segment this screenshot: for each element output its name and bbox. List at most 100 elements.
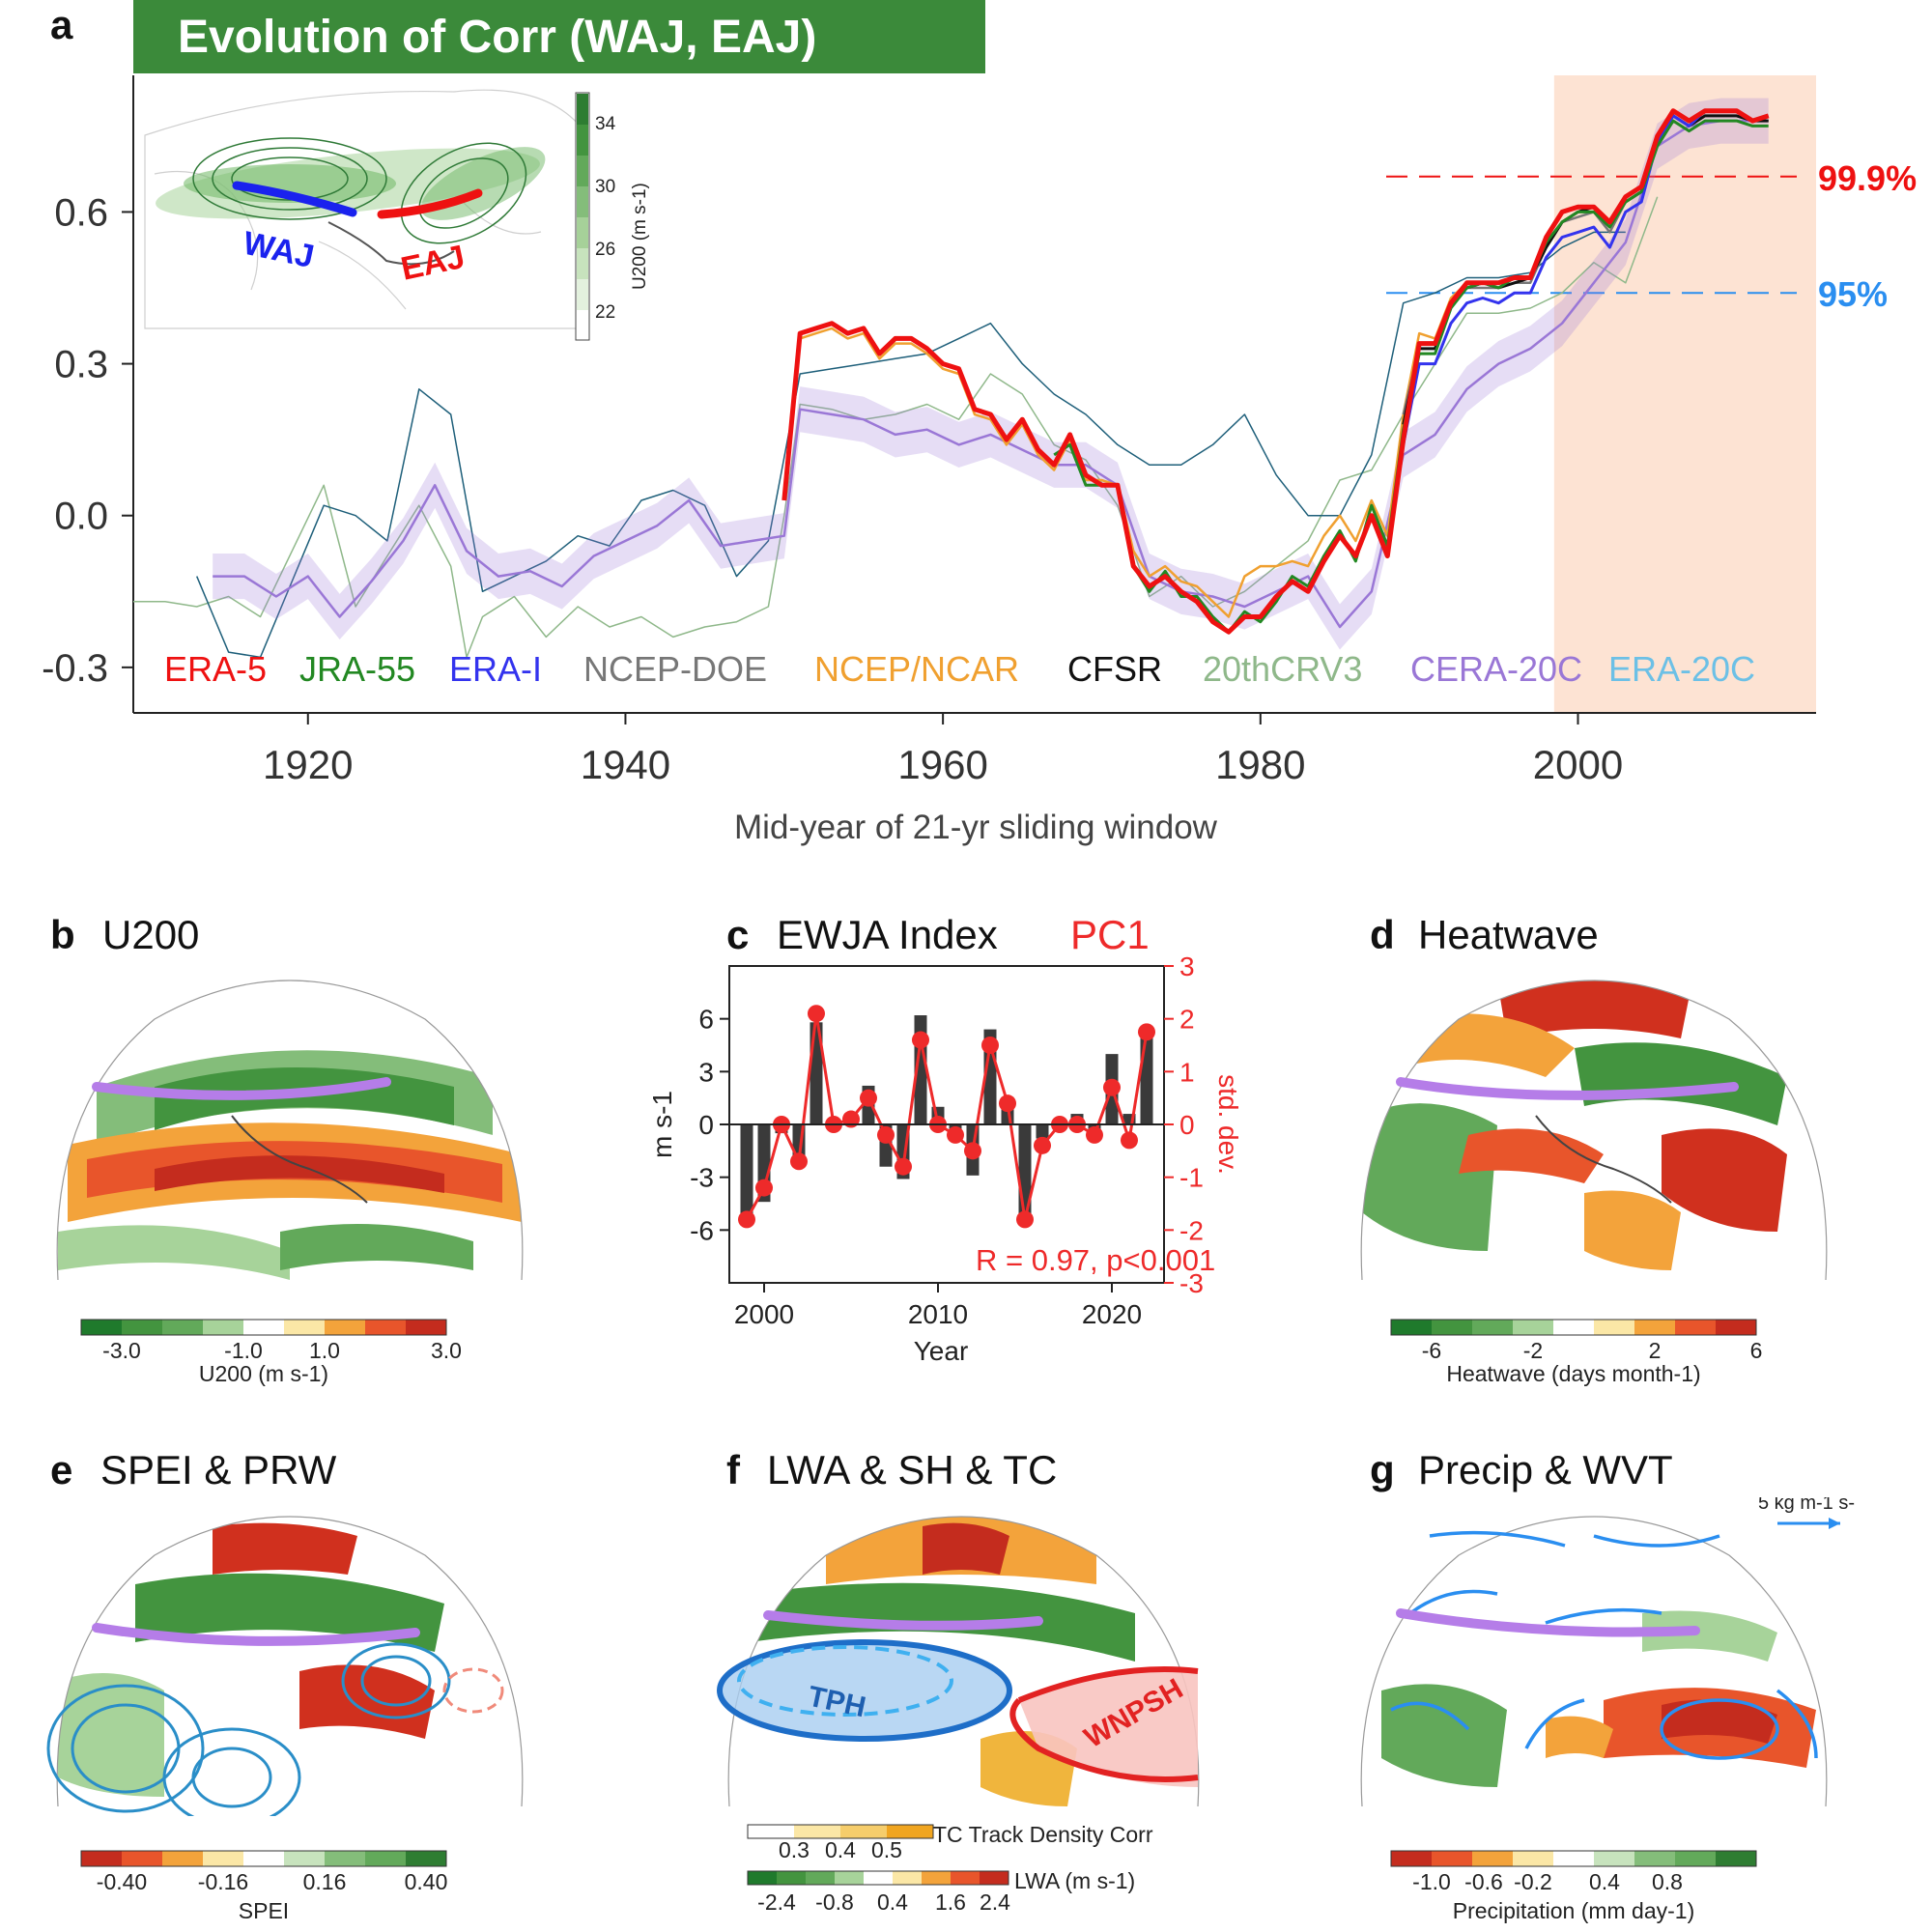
pc1-point [964, 1142, 981, 1160]
panel-c-chart: -6 -3 0 3 6 -3 -2 -1 0 1 2 3 2000 2010 2020 R = 0.97, … [647, 956, 1243, 1366]
panel-g-title: Precip & WVT [1418, 1447, 1673, 1492]
pc1-point [790, 1152, 808, 1171]
cb-tick: 0.8 [1652, 1869, 1683, 1894]
pc1-point [755, 1179, 773, 1197]
y-right-tick-label: 0 [1179, 1110, 1195, 1140]
bar [1036, 1124, 1049, 1139]
pc1-point [912, 1031, 929, 1049]
x-tick-label: 1960 [897, 742, 987, 787]
eaj-label: EAJ [398, 239, 469, 288]
panel-f-colorbars: 0.3 0.4 0.5 TC Track Density Corr -2.4 -… [747, 1822, 1153, 1915]
panel-f-map: TPH WNPSH [717, 1516, 1200, 1807]
cb-tick: -3.0 [102, 1338, 141, 1363]
eaj-line [377, 188, 483, 219]
panel-c-annotation: R = 0.97, p<0.001 [976, 1243, 1215, 1277]
panel-c-ylabel-right: std. dev. [1213, 1074, 1243, 1175]
significance-label: 95% [1818, 274, 1888, 314]
panel-e-title: SPEI & PRW [100, 1447, 337, 1492]
cb1-tick: 0.3 [779, 1837, 810, 1862]
y-right-tick-label: -1 [1179, 1163, 1204, 1193]
panel-c-letter: c [726, 912, 750, 957]
x-axis-label: Mid-year of 21-yr sliding window [734, 809, 1218, 846]
series-line [213, 119, 1769, 629]
pc1-point [1121, 1131, 1138, 1150]
bar [1122, 1114, 1136, 1124]
panel-b-map [56, 980, 524, 1290]
y-tick-label: 3 [698, 1057, 714, 1087]
pc1-point [808, 1005, 825, 1023]
significance-label: 99.9% [1818, 158, 1917, 198]
cb2-tick: 0.4 [877, 1889, 908, 1915]
cb-label: SPEI [239, 1898, 289, 1923]
panel-b-letter: b [50, 912, 75, 957]
cb-tick: -2 [1523, 1338, 1543, 1363]
pc1-point [981, 1037, 999, 1054]
series-line [781, 108, 1770, 635]
inset-cb-tick: 34 [595, 114, 616, 134]
panel-c-title2: PC1 [1070, 912, 1150, 957]
legend-entry: NCEP-DOE [583, 649, 767, 689]
vector-ref-label: 5 kg m-1 s-1 [1758, 1497, 1855, 1514]
pc1-line [745, 1012, 1149, 1221]
inset-cb-label: U200 (m s-1) [630, 183, 650, 290]
x-tick-label: 2000 [734, 1299, 794, 1329]
pc1-point [999, 1094, 1016, 1113]
x-tick-label: 1920 [263, 742, 353, 787]
panel-e-colorbar: -0.40 -0.16 0.16 0.40 SPEI [80, 1850, 447, 1923]
cb-tick: 1.0 [309, 1338, 340, 1363]
cb-tick: -6 [1422, 1338, 1441, 1363]
panel-e-letter: e [50, 1447, 73, 1492]
legend-entry: ERA-5 [164, 649, 267, 689]
x-tick-label: 2010 [908, 1299, 968, 1329]
cb-tick: 3.0 [431, 1338, 462, 1363]
panel-g-letter: g [1370, 1447, 1395, 1492]
cb-label: Precipitation (mm day-1) [1453, 1898, 1695, 1923]
cb-tick: -1.0 [1412, 1869, 1451, 1894]
pc1-point [1016, 1210, 1034, 1229]
legend-entry: CFSR [1067, 649, 1162, 689]
y-right-tick-label: -3 [1179, 1268, 1204, 1298]
pc1-point [895, 1157, 912, 1176]
panel-g-colorbar: -1.0 -0.6 -0.2 0.4 0.8 Precipitation (mm… [1390, 1850, 1757, 1923]
waj-label: WAJ [240, 225, 317, 275]
pc1-point [1138, 1023, 1155, 1041]
inset-cb-tick: 30 [595, 177, 615, 197]
cb-tick: -0.40 [97, 1869, 147, 1894]
legend-entry: NCEP/NCAR [814, 649, 1019, 689]
panel-a-chart: -0.3 0.0 0.3 0.6 1920 1940 1960 1980 2000 Mid-yea… [42, 75, 1917, 846]
cb-tick: 2 [1649, 1338, 1662, 1363]
cb2-tick: -2.4 [757, 1889, 796, 1915]
cb-tick: -0.16 [198, 1869, 248, 1894]
pc1-point [860, 1089, 877, 1107]
cb-tick: -0.6 [1464, 1869, 1503, 1894]
cb1-label: TC Track Density Corr [933, 1822, 1153, 1847]
cb-label: U200 (m s-1) [199, 1361, 328, 1386]
cb-label: Heatwave (days month-1) [1446, 1361, 1700, 1386]
jet-inset-map: WAJ EAJ 34 30 26 22 U200 (m s-1) [144, 89, 650, 341]
y-right-tick-label: 1 [1179, 1057, 1195, 1087]
y-tick-label: 0.6 [54, 191, 108, 234]
y-right-tick-label: 2 [1179, 1005, 1195, 1035]
cb1-tick: 0.4 [825, 1837, 856, 1862]
panel-b-colorbar: -3.0 -1.0 1.0 3.0 U200 (m s-1) [80, 1319, 462, 1386]
cb-tick: -0.2 [1514, 1869, 1552, 1894]
y-tick-label: -6 [690, 1215, 714, 1245]
cb2-tick: 2.4 [980, 1889, 1010, 1915]
pc1-point [1086, 1125, 1103, 1144]
y-tick-label: 0.0 [54, 496, 108, 538]
cb-tick: 6 [1750, 1338, 1763, 1363]
y-tick-label: -0.3 [42, 647, 108, 690]
panel-f-letter: f [726, 1447, 740, 1492]
legend-entry: ERA-20C [1608, 649, 1755, 689]
panel-a-letter: a [50, 2, 73, 47]
panel-b-title: U200 [102, 912, 200, 957]
panel-g-map: 5 kg m-1 s-1 [1360, 1497, 1855, 1807]
y-tick-label: 0.3 [54, 344, 108, 386]
y-tick-label: -3 [690, 1163, 714, 1193]
pc1-point [877, 1125, 895, 1144]
panel-c-ylabel: m s-1 [647, 1091, 677, 1158]
y-right-tick-label: 3 [1179, 956, 1195, 981]
panel-d-colorbar: -6 -2 2 6 Heatwave (days month-1) [1390, 1319, 1763, 1386]
y-right-tick-label: -2 [1179, 1215, 1204, 1245]
pc1-point [738, 1210, 755, 1229]
